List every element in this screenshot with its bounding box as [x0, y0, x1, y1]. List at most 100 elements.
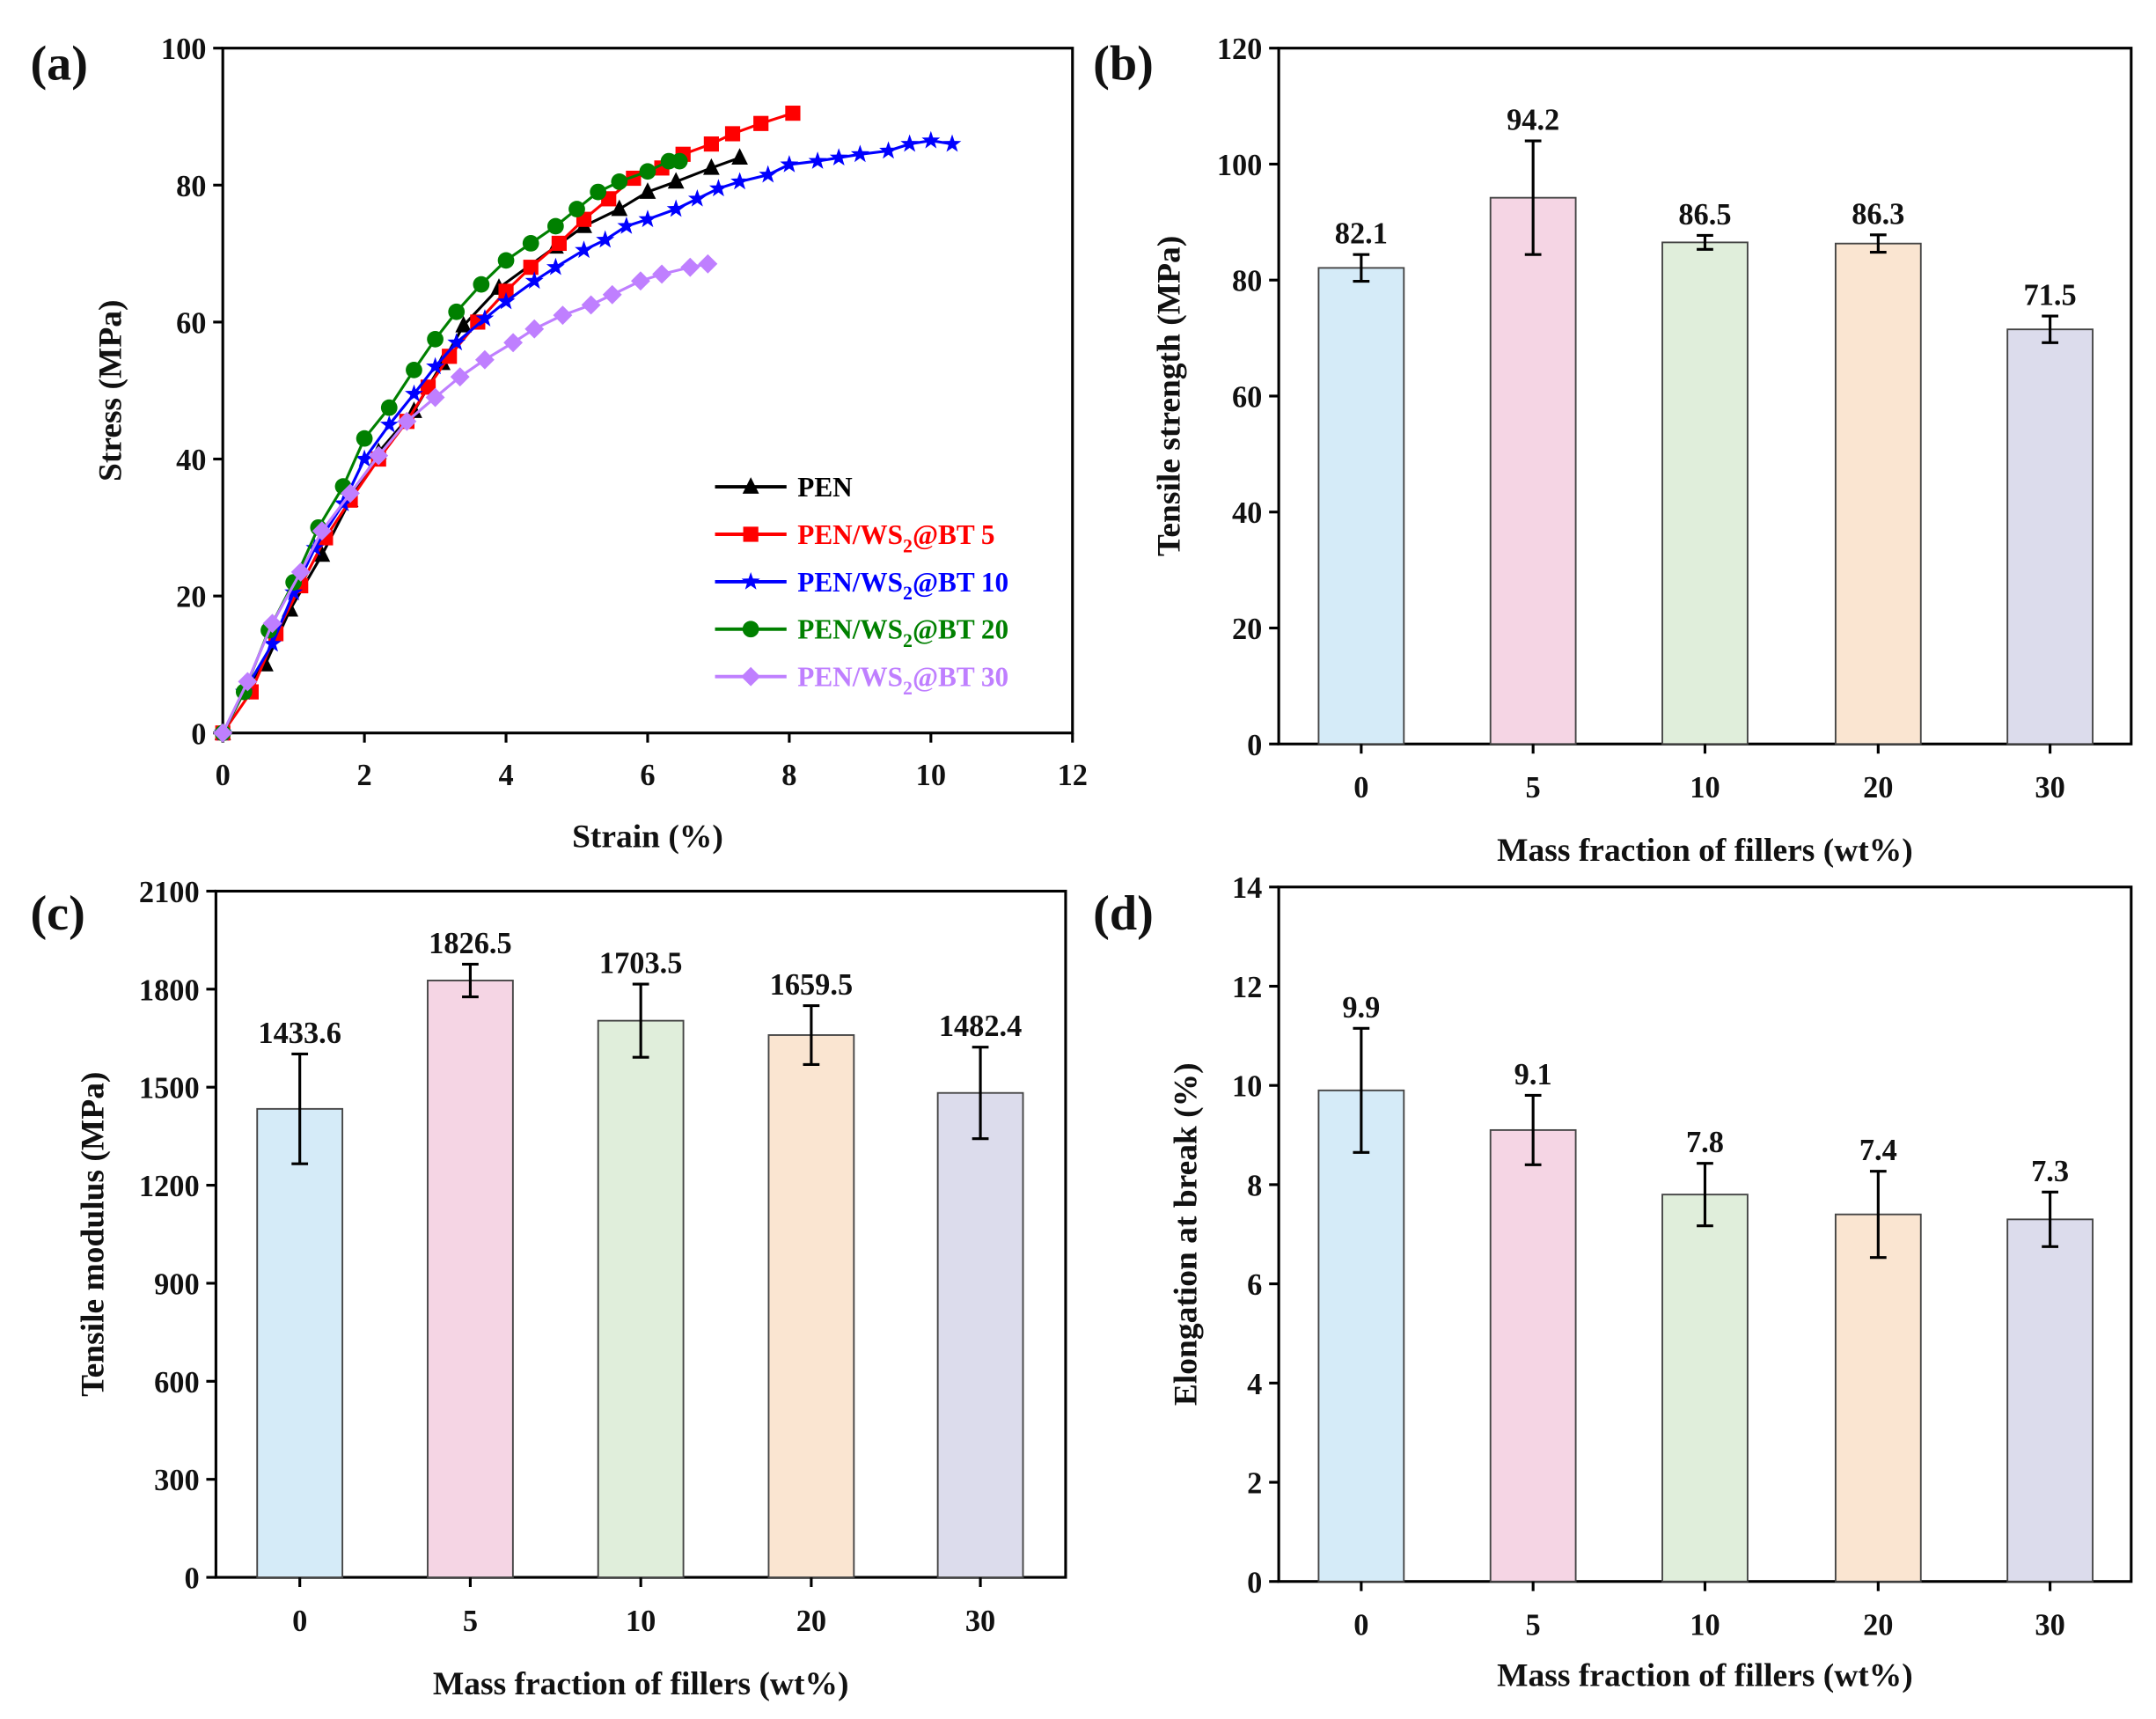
x-tick-label: 0 — [1353, 771, 1368, 804]
legend-label: PEN/WS2@BT 10 — [797, 567, 1008, 604]
diamond-marker — [602, 284, 622, 305]
circle-marker — [448, 303, 466, 320]
panel-a-line-chart: (a) 0 20 40 60 80 100 Stress (MPa) Strain (%) 0 2 4… — [30, 33, 1087, 855]
y-tick-label: 20 — [1232, 613, 1262, 646]
star-marker — [759, 165, 778, 183]
diamond-marker — [698, 253, 718, 274]
bar — [1834, 1213, 1922, 1583]
panel-label: (c) — [30, 886, 84, 941]
triangle-marker — [742, 477, 759, 494]
bar — [2006, 328, 2094, 746]
x-tick-label: 4 — [498, 759, 513, 792]
legend-label-suffix: @BT 10 — [913, 567, 1008, 598]
diamond-marker — [290, 562, 311, 582]
x-tick-label: 5 — [463, 1605, 478, 1638]
bar-value-label: 9.1 — [1514, 1058, 1552, 1091]
x-tick-label: 20 — [796, 1605, 826, 1638]
y-axis-title: Tensile strength (MPa) — [1152, 236, 1188, 556]
star-marker — [596, 230, 615, 248]
star-marker — [850, 144, 869, 163]
y-tick-label: 0 — [184, 1562, 199, 1596]
square-marker — [442, 349, 458, 364]
bar-value-label: 71.5 — [2024, 279, 2077, 312]
legend-label: PEN/WS2@BT 30 — [797, 662, 1008, 699]
star-marker — [808, 151, 827, 169]
triangle-marker — [639, 182, 656, 199]
x-tick-label: 5 — [1526, 1609, 1541, 1642]
star-marker — [426, 356, 445, 375]
bar — [1489, 1128, 1577, 1583]
bar — [1834, 242, 1922, 746]
diamond-marker — [213, 723, 233, 743]
x-tick-label: 12 — [1058, 759, 1088, 792]
series-line — [221, 159, 680, 734]
legend-label-subscript: 2 — [903, 583, 913, 604]
star-marker — [447, 333, 466, 351]
x-tick-label: 10 — [916, 759, 946, 792]
square-marker — [420, 379, 436, 395]
x-tick-label: 10 — [1690, 771, 1720, 804]
series-1 — [215, 106, 801, 741]
bar — [1661, 241, 1749, 746]
bar-value-label: 7.8 — [1686, 1126, 1724, 1159]
panel-label: (d) — [1093, 886, 1154, 941]
circle-marker — [611, 173, 628, 190]
circle-marker — [568, 201, 585, 217]
square-marker — [703, 136, 719, 152]
star-marker — [741, 571, 760, 590]
y-tick-label: 12 — [1232, 971, 1262, 1004]
y-tick-label: 600 — [154, 1366, 200, 1399]
legend-label: PEN/WS2@BT 5 — [797, 519, 994, 556]
legend-label-subscript: 2 — [903, 535, 913, 556]
y-tick-label: 2100 — [139, 876, 200, 909]
star-marker — [879, 141, 898, 159]
legend-label-subscript: 2 — [903, 678, 913, 699]
legend-label: PEN/WS2@BT 20 — [797, 614, 1008, 651]
y-tick-label: 100 — [1217, 149, 1263, 182]
star-marker — [942, 134, 962, 152]
bar-value-label: 94.2 — [1507, 104, 1559, 137]
circle-marker — [639, 163, 656, 180]
x-tick-label: 0 — [1353, 1609, 1368, 1642]
x-tick-label: 30 — [2035, 771, 2064, 804]
circle-marker — [590, 183, 607, 201]
legend-label-main: PEN/WS — [797, 614, 903, 645]
bar — [427, 980, 514, 1579]
bar-value-label: 9.9 — [1342, 991, 1380, 1025]
triangle-marker — [455, 315, 473, 333]
series-line — [221, 112, 794, 734]
star-marker — [355, 449, 374, 467]
circle-marker — [522, 235, 539, 252]
y-tick-label: 10 — [1232, 1070, 1262, 1104]
y-tick-label: 60 — [176, 306, 206, 340]
bar-value-label: 7.3 — [2031, 1155, 2069, 1188]
star-marker — [575, 240, 593, 259]
y-axis-title: Stress (MPa) — [93, 299, 129, 481]
y-tick-label: 40 — [1232, 496, 1262, 530]
bar-value-label: 1482.4 — [939, 1010, 1023, 1043]
x-axis-title: Strain (%) — [572, 819, 723, 855]
diamond-marker — [397, 411, 417, 431]
x-tick-label: 2 — [357, 759, 372, 792]
circle-marker — [497, 252, 515, 269]
y-tick-label: 80 — [1232, 265, 1262, 298]
y-tick-label: 1200 — [139, 1170, 200, 1203]
y-tick-label: 60 — [1232, 380, 1262, 414]
bar — [1317, 267, 1405, 746]
bar — [597, 1019, 685, 1579]
circle-marker — [356, 430, 373, 447]
circle-marker — [671, 152, 688, 170]
diamond-marker — [741, 666, 761, 687]
star-marker — [780, 155, 799, 173]
panel-label: (a) — [30, 37, 88, 92]
legend-label-subscript: 2 — [903, 630, 913, 651]
triangle-marker — [611, 199, 628, 217]
bar-value-label: 86.5 — [1678, 198, 1731, 231]
y-tick-label: 300 — [154, 1464, 200, 1497]
panel-d-bar-chart: (d) 0 2 4 6 8 10 12 14 Elongation at break (%) Mas… — [1093, 871, 2133, 1694]
legend-label-main: PEN/WS — [797, 567, 903, 598]
star-marker — [921, 130, 941, 149]
bar-value-label: 7.4 — [1859, 1134, 1897, 1167]
bar-value-label: 1433.6 — [258, 1017, 341, 1050]
